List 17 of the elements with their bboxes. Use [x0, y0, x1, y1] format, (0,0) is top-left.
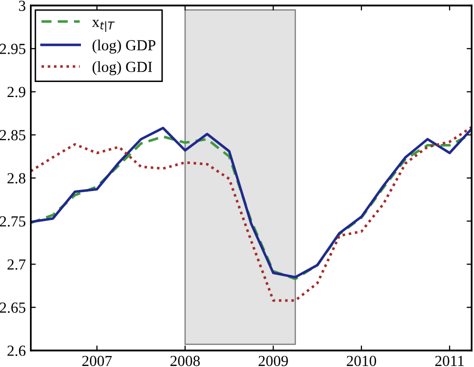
x-tick-label: 2011 — [435, 356, 464, 366]
x-tick-label: 2007 — [82, 356, 112, 366]
legend-label: x$_{t|T}$ — [92, 20, 115, 32]
y-tick-label: 2.6 — [8, 346, 26, 356]
legend-label: (log) GDI — [92, 61, 152, 76]
y-tick-label: 2.8 — [8, 173, 26, 184]
x-tick-label: 2010 — [346, 356, 376, 366]
y-tick-label: 2.7 — [8, 259, 26, 270]
y-tick-label: 2.65 — [0, 302, 26, 313]
y-tick-label: 2.9 — [8, 86, 26, 98]
y-tick-label: 2.75 — [0, 216, 26, 227]
y-tick-label: 3 — [19, 0, 26, 11]
y-tick-label: 2.85 — [0, 130, 26, 140]
y-tick-label: 2.95 — [0, 44, 26, 54]
x-tick-label: 2008 — [170, 356, 200, 366]
legend-label: (log) GDP — [92, 40, 156, 54]
x-tick-label: 2009 — [258, 356, 288, 366]
